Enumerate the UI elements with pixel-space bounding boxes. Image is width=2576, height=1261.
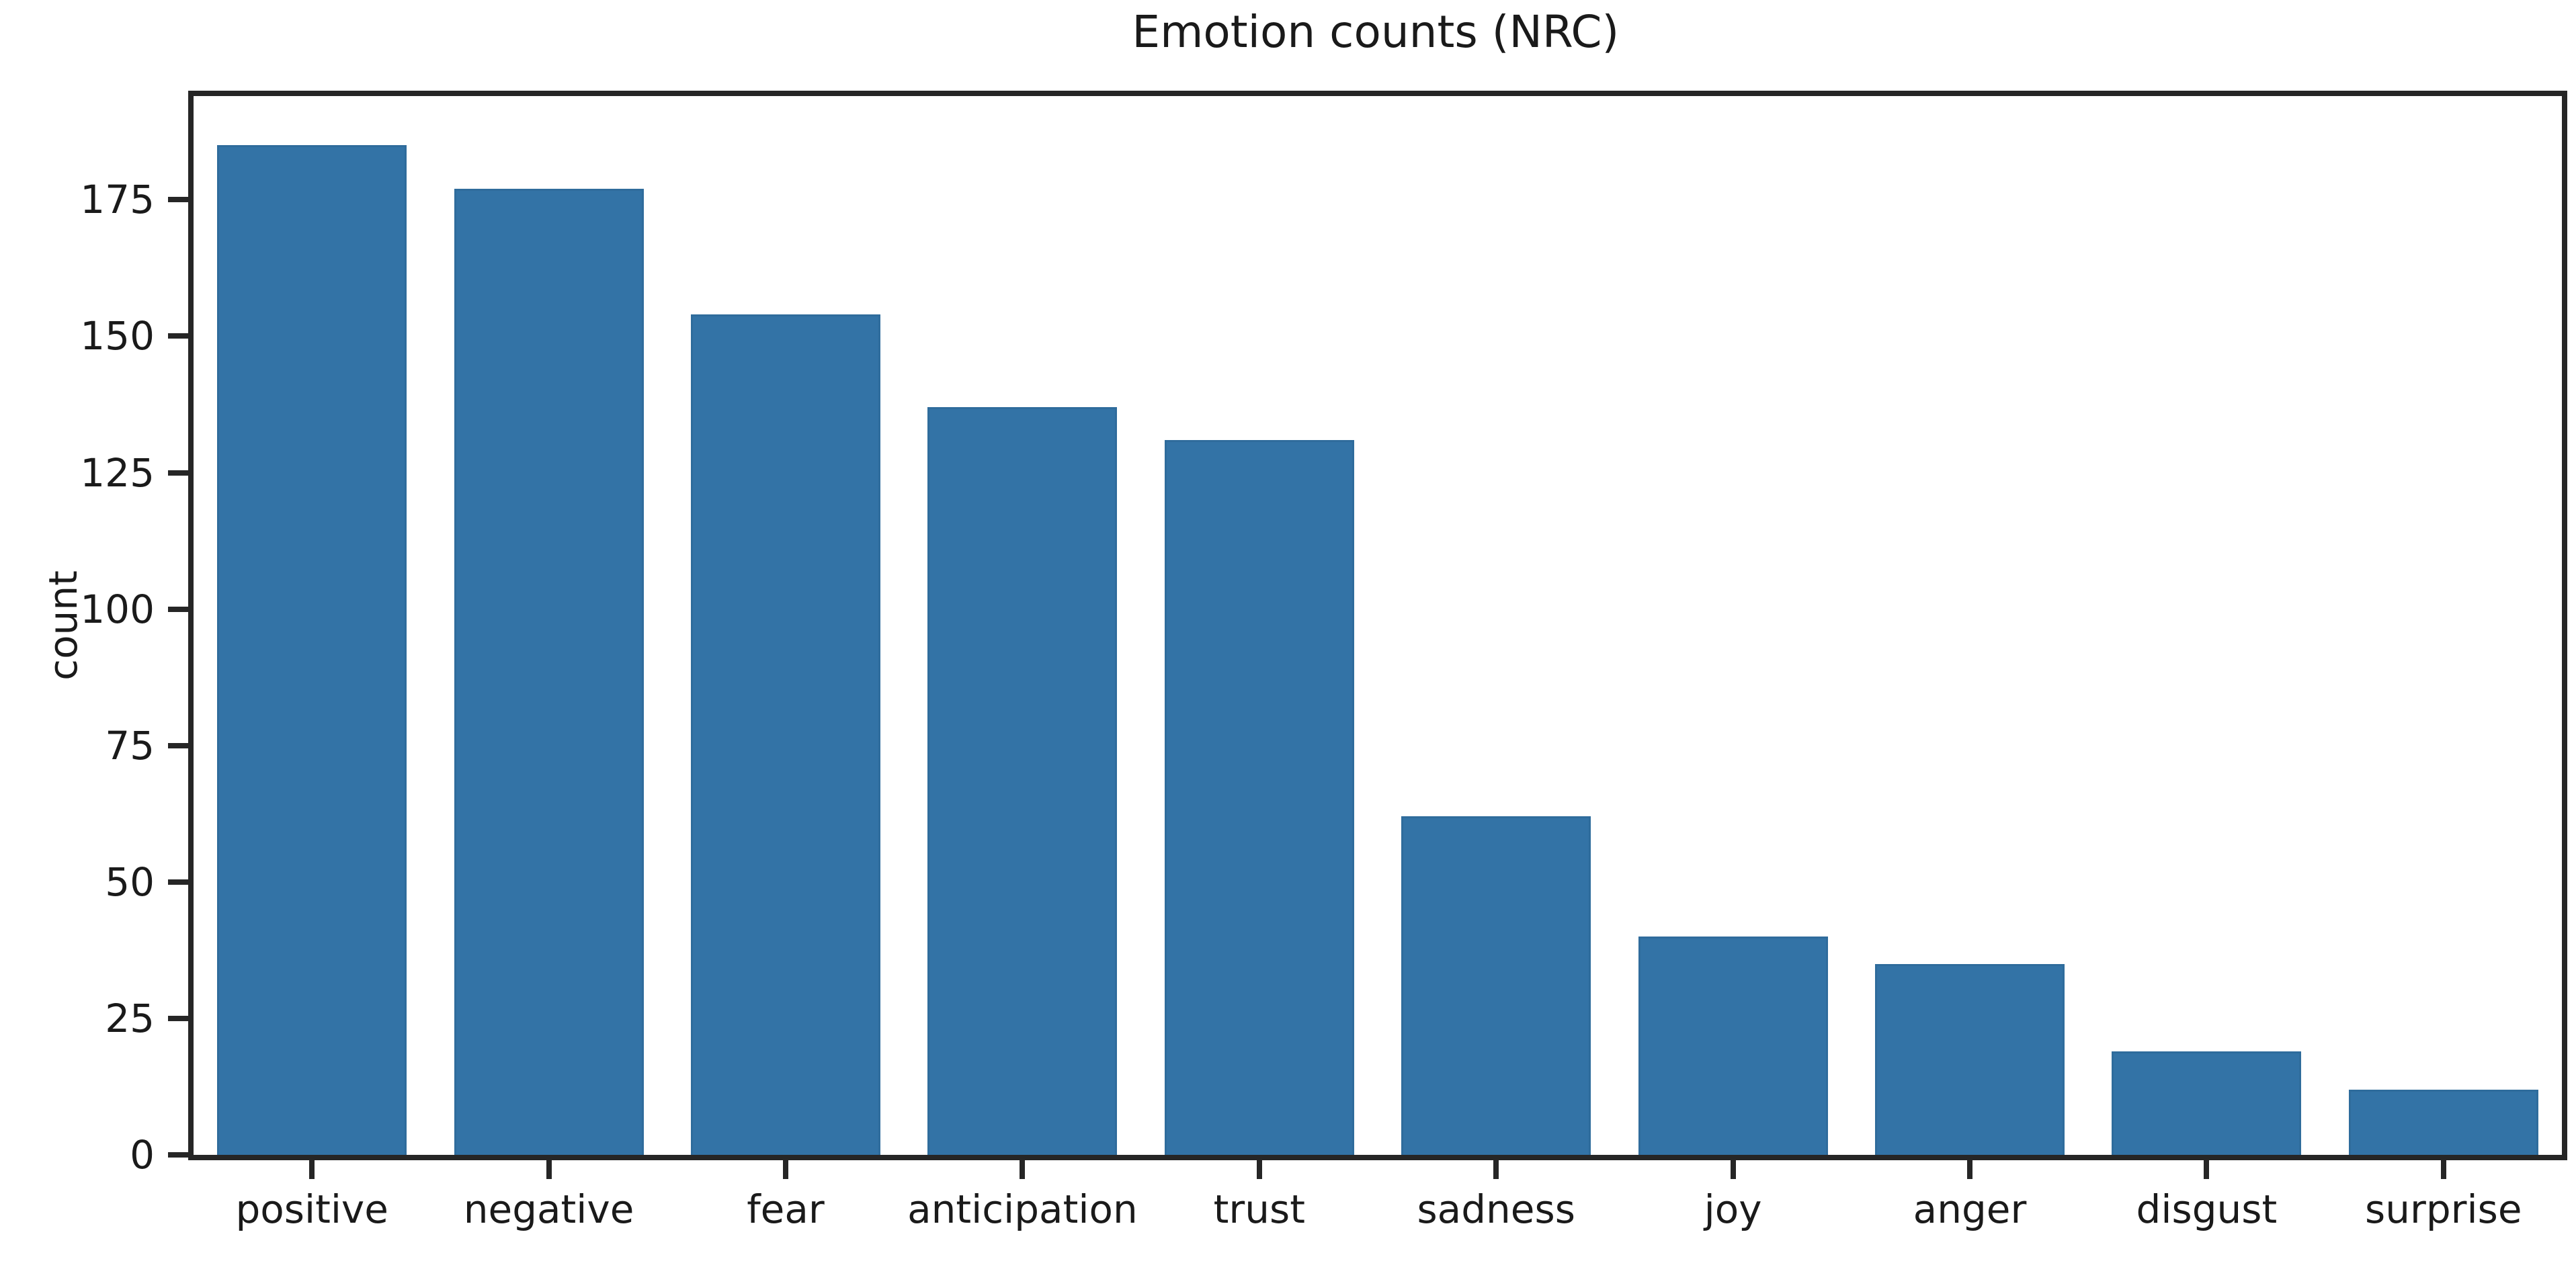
x-tick-label-positive: positive — [235, 1186, 388, 1232]
y-tick-mark-175 — [168, 197, 188, 203]
y-axis-ticks: 0 25 50 75 100 125 150 175 — [80, 96, 2562, 1174]
x-tick-mark-positive — [309, 1160, 315, 1179]
x-tick-label-disgust: disgust — [2136, 1186, 2278, 1232]
x-tick-mark-joy — [1730, 1160, 1736, 1179]
x-tick-label-anticipation: anticipation — [907, 1186, 1138, 1232]
y-tick-mark-100 — [168, 606, 188, 612]
y-tick-label-25: 25 — [105, 995, 155, 1041]
x-tick-mark-fear — [783, 1160, 788, 1179]
x-tick-label-fear: fear — [747, 1186, 825, 1232]
bar-positive — [217, 145, 407, 1155]
chart-title: Emotion counts (NRC) — [1132, 6, 1620, 58]
x-tick-mark-anger — [1967, 1160, 1972, 1179]
bar-joy — [1638, 937, 1828, 1155]
x-tick-label-sadness: sadness — [1417, 1186, 1575, 1232]
bar-disgust — [2112, 1051, 2302, 1155]
y-tick-mark-125 — [168, 470, 188, 476]
y-tick-label-175: 175 — [80, 177, 155, 223]
bars-layer — [194, 96, 2562, 1155]
x-tick-label-surprise: surprise — [2365, 1186, 2522, 1232]
plot-area: 0 25 50 75 100 125 150 175 positive negative fear… — [80, 91, 2567, 1229]
y-tick-label-125: 125 — [80, 449, 155, 496]
x-tick-mark-disgust — [2204, 1160, 2210, 1179]
y-tick-mark-150 — [168, 333, 188, 339]
x-tick-mark-anticipation — [1020, 1160, 1026, 1179]
x-tick-label-trust: trust — [1213, 1186, 1305, 1232]
y-tick-mark-0 — [168, 1152, 188, 1158]
y-tick-mark-75 — [168, 742, 188, 748]
y-tick-label-100: 100 — [80, 586, 155, 632]
x-tick-label-joy: joy — [1704, 1186, 1762, 1232]
bar-negative — [454, 189, 644, 1155]
y-tick-label-150: 150 — [80, 313, 155, 359]
x-tick-mark-trust — [1256, 1160, 1262, 1179]
bar-anticipation — [927, 407, 1118, 1155]
x-tick-mark-surprise — [2440, 1160, 2446, 1179]
bar-anger — [1875, 963, 2065, 1155]
bar-fear — [691, 314, 880, 1155]
x-tick-mark-sadness — [1493, 1160, 1499, 1179]
y-tick-label-75: 75 — [105, 722, 155, 769]
x-tick-label-negative: negative — [463, 1186, 634, 1232]
bar-surprise — [2348, 1089, 2538, 1155]
x-tick-label-anger: anger — [1913, 1186, 2027, 1232]
x-axis-ticks: positive negative fear anticipation trust sad… — [194, 96, 2562, 1229]
bar-trust — [1164, 439, 1354, 1155]
y-tick-label-0: 0 — [130, 1132, 155, 1178]
y-tick-label-50: 50 — [105, 859, 155, 905]
bar-sadness — [1401, 816, 1591, 1155]
x-tick-mark-negative — [546, 1160, 552, 1179]
y-tick-mark-25 — [168, 1015, 188, 1021]
y-tick-mark-50 — [168, 879, 188, 885]
y-axis-label: count — [40, 570, 86, 681]
